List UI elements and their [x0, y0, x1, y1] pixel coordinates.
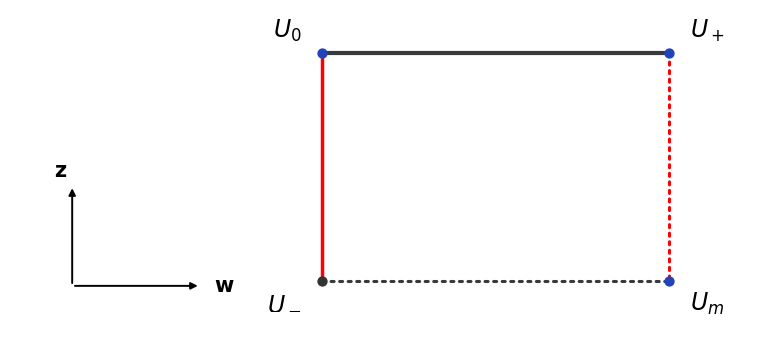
Point: [316, 278, 328, 284]
Text: $U_0$: $U_0$: [272, 18, 301, 44]
Point: [663, 50, 675, 56]
Point: [316, 50, 328, 56]
Point: [663, 278, 675, 284]
Text: $U_m$: $U_m$: [690, 291, 724, 317]
Text: $U_+$: $U_+$: [690, 18, 725, 44]
Text: z: z: [54, 161, 66, 181]
Text: w: w: [214, 276, 234, 296]
Text: $U_-$: $U_-$: [267, 291, 301, 315]
